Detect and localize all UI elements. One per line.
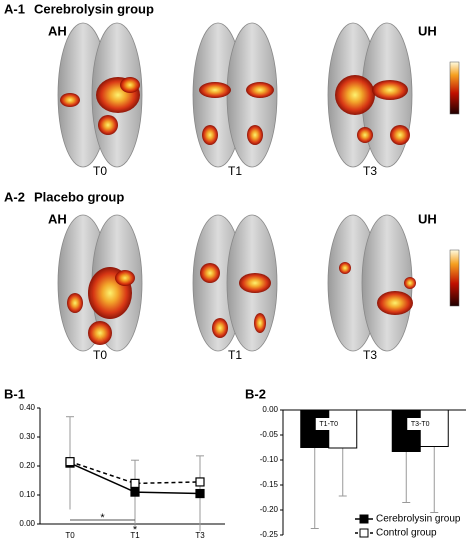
x-tick-label: T3 (195, 531, 205, 540)
activation (372, 80, 408, 100)
panel-title: Cerebrolysin group (34, 1, 154, 16)
annotation: * (100, 512, 105, 524)
bar (391, 409, 421, 452)
x-tick-label: T0 (65, 531, 75, 540)
time-label: T3 (363, 348, 377, 362)
y-tick-label: -0.10 (260, 455, 279, 464)
activation (377, 291, 413, 315)
activation (67, 293, 83, 313)
activation (254, 313, 266, 333)
activation (98, 115, 118, 135)
color-bar (449, 61, 460, 115)
x-tick-label: T1 (130, 531, 140, 540)
activation (390, 125, 410, 145)
series-line (69, 460, 201, 485)
category-label: T3-T0 (411, 421, 430, 428)
side-label: AH (48, 23, 67, 38)
marker (65, 457, 75, 467)
activation (88, 321, 112, 345)
activation (339, 262, 351, 274)
marker (130, 478, 140, 488)
activation (239, 273, 271, 293)
charts: B-1 0.00 0.10 0.20 0.30 0.40 T0 T1 T3 * * B-2 0.00 -0… (4, 386, 466, 540)
y-tick-label: -0.15 (260, 480, 279, 489)
y-tick-label: -0.05 (260, 430, 279, 439)
activation (404, 277, 416, 289)
y-tick-label: 0.20 (19, 461, 35, 470)
y-tick-label: 0.00 (262, 405, 278, 414)
legend-label: Control group (376, 528, 437, 539)
activation (200, 263, 220, 283)
y-tick-label: -0.25 (260, 530, 279, 539)
activation (115, 270, 135, 286)
activation (357, 127, 373, 143)
brain-panels: A-1 Cerebrolysin group AH UH T0 T1 T3 A-2 Placeb… (4, 1, 460, 362)
time-label: T1 (228, 164, 242, 178)
activation (246, 82, 274, 98)
panel-label: A-1 (4, 1, 25, 16)
activation (202, 125, 218, 145)
y-tick-label: 0.00 (19, 519, 35, 528)
time-label: T3 (363, 164, 377, 178)
marker (195, 477, 205, 487)
side-label: AH (48, 211, 67, 226)
annotation: * (133, 524, 138, 536)
y-tick-label: -0.20 (260, 505, 279, 514)
activation (120, 77, 140, 93)
time-label: T0 (93, 348, 107, 362)
y-tick-label: 0.30 (19, 432, 35, 441)
activation (247, 125, 263, 145)
legend-label: Cerebrolysin group (376, 514, 461, 525)
activation (212, 318, 228, 338)
color-bar (449, 249, 460, 307)
panel-label: A-2 (4, 189, 25, 204)
legend-marker (359, 514, 369, 524)
panel-label: B-1 (4, 386, 25, 401)
legend-marker (359, 528, 369, 538)
category-label-bg (315, 418, 342, 430)
y-tick-label: 0.40 (19, 403, 35, 412)
activation (199, 82, 231, 98)
activation (60, 93, 80, 107)
time-label: T1 (228, 348, 242, 362)
side-label: UH (418, 23, 437, 38)
activation (335, 75, 375, 115)
panel-title: Placebo group (34, 189, 124, 204)
marker (195, 488, 205, 499)
category-label: T1-T0 (319, 421, 338, 428)
time-label: T0 (93, 164, 107, 178)
y-tick-label: 0.10 (19, 490, 35, 499)
panel-label: B-2 (245, 386, 266, 401)
category-label-bg (407, 418, 434, 430)
marker (130, 487, 140, 497)
side-label: UH (418, 211, 437, 226)
